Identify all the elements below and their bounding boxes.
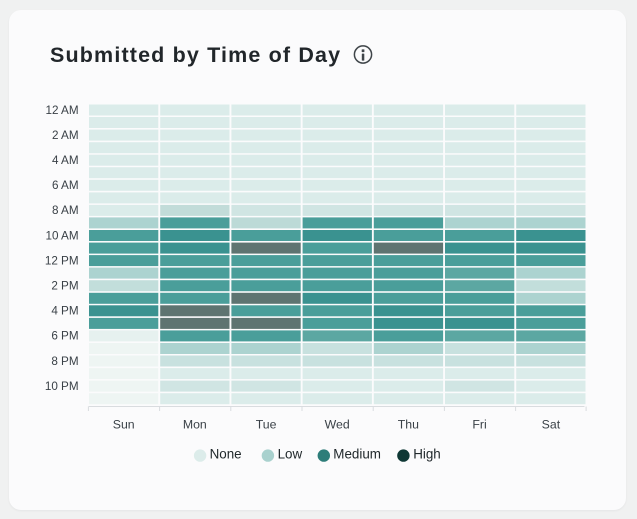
svg-text:10 AM: 10 AM (45, 229, 78, 242)
svg-text:2 AM: 2 AM (52, 129, 79, 142)
svg-text:Mon: Mon (183, 417, 207, 431)
svg-text:Wed: Wed (325, 417, 350, 431)
svg-text:Fri: Fri (472, 417, 486, 431)
svg-text:6 PM: 6 PM (51, 330, 78, 343)
svg-text:Thu: Thu (398, 417, 419, 431)
svg-text:12 AM: 12 AM (45, 104, 78, 117)
svg-text:Tue: Tue (256, 417, 277, 431)
svg-text:Low: Low (278, 447, 303, 462)
svg-text:Medium: Medium (333, 447, 381, 462)
svg-text:8 PM: 8 PM (51, 355, 78, 368)
svg-text:None: None (210, 447, 242, 462)
svg-text:8 AM: 8 AM (52, 204, 79, 217)
svg-text:Sat: Sat (542, 417, 561, 431)
svg-text:2 PM: 2 PM (51, 280, 78, 293)
svg-text:4 AM: 4 AM (52, 154, 79, 167)
svg-text:10 PM: 10 PM (45, 380, 79, 393)
svg-text:12 PM: 12 PM (45, 254, 79, 267)
svg-text:Sun: Sun (113, 417, 135, 431)
svg-text:High: High (413, 447, 441, 462)
svg-text:4 PM: 4 PM (51, 305, 78, 318)
svg-text:6 AM: 6 AM (52, 179, 79, 192)
